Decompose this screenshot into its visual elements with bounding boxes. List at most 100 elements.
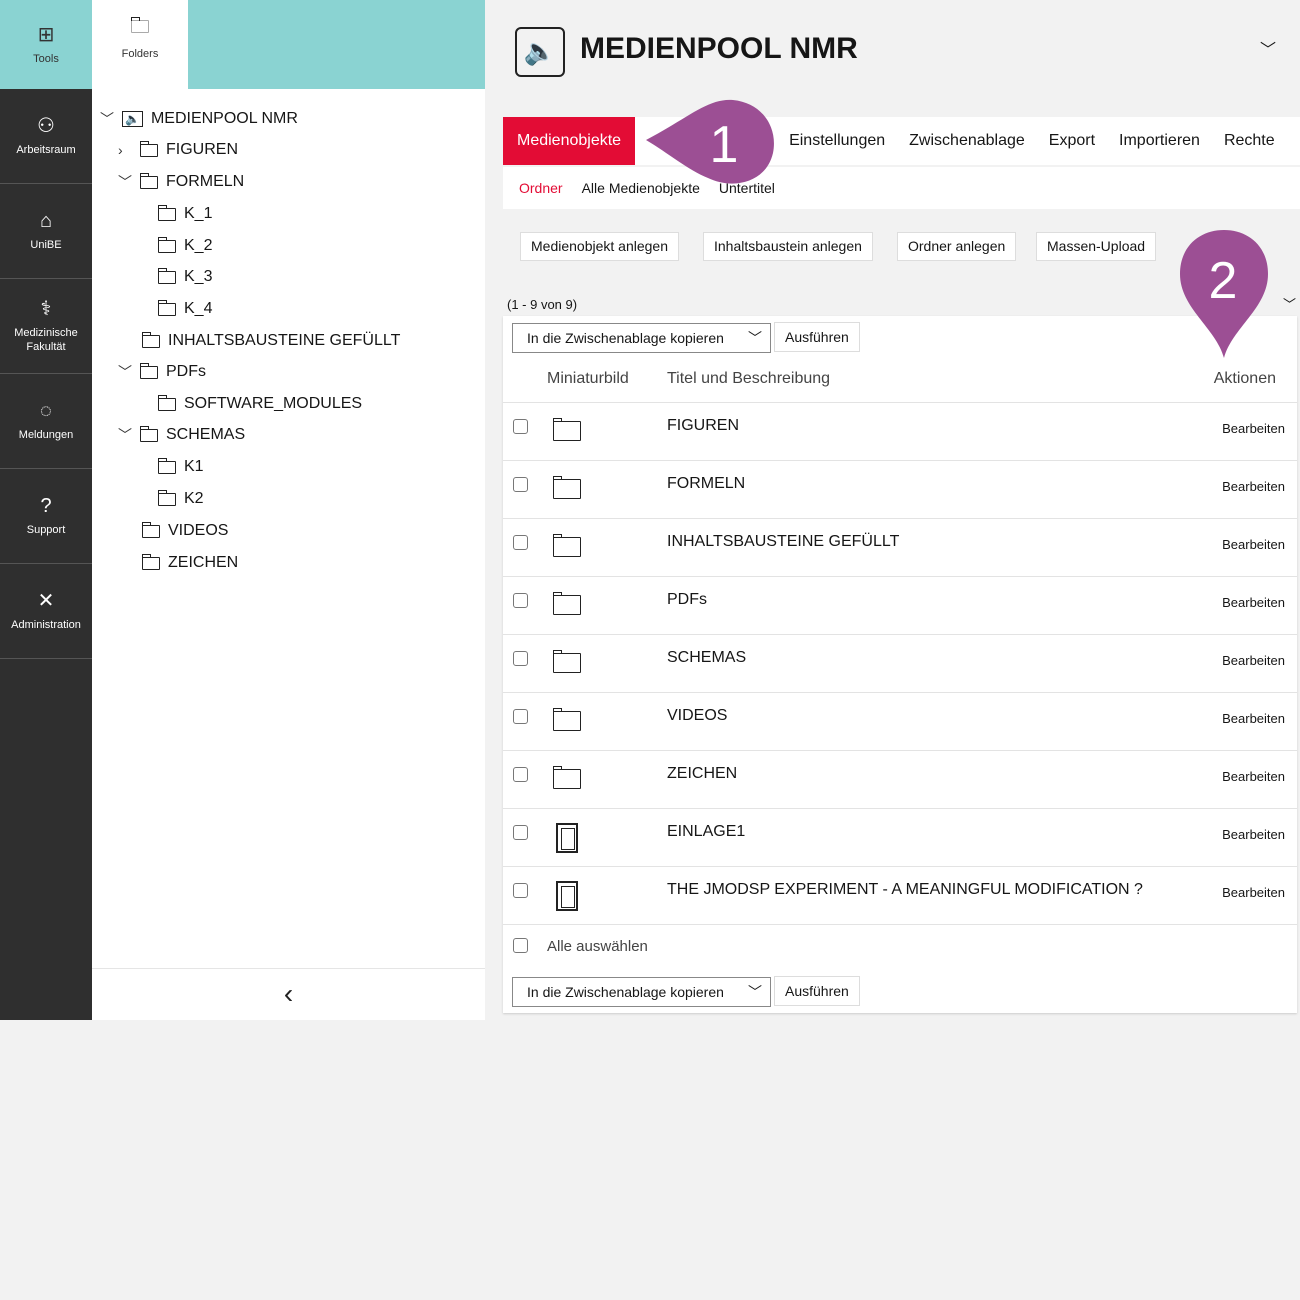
row-title[interactable]: PDFs (667, 591, 707, 608)
sidebar-item-meldungen[interactable]: ◌ Meldungen (0, 374, 92, 469)
select-all-checkbox[interactable] (513, 938, 528, 953)
main-content: 🔈 MEDIENPOOL NMR ﹀ Medienobjekte Einstel… (485, 0, 1300, 1020)
chevron-down-icon[interactable]: ﹀ (100, 111, 114, 127)
tree-node[interactable]: K_4 (157, 297, 212, 321)
tab-folders[interactable]: Folders (92, 0, 188, 89)
chevron-down-icon[interactable]: ﹀ (118, 364, 132, 380)
label: K_1 (184, 205, 213, 222)
document-icon (556, 881, 578, 911)
row-title[interactable]: FIGUREN (667, 417, 739, 434)
collapse-panel-button[interactable]: ‹ (92, 968, 485, 1020)
tab-zwischenablage[interactable]: Zwischenablage (909, 132, 1025, 149)
callout-shape (646, 99, 774, 184)
create-folder-button[interactable]: Ordner anlegen (897, 232, 1017, 261)
folder-icon (139, 172, 158, 189)
folder-icon (552, 476, 581, 499)
row-checkbox[interactable] (513, 593, 528, 608)
folder-icon (157, 394, 176, 411)
bulk-action-select[interactable]: In die Zwischenablage kopieren ﹀ (512, 323, 771, 353)
table-row: EINLAGE1 Bearbeiten (503, 808, 1297, 866)
label: FORMELN (166, 173, 245, 190)
chevron-down-icon[interactable]: ﹀ (1282, 297, 1296, 312)
tree-node[interactable]: K_3 (157, 265, 212, 289)
label: In die Zwischenablage kopieren (527, 984, 724, 1000)
sidebar-item-tools[interactable]: ⊞ Tools (0, 0, 92, 89)
row-title[interactable]: ZEICHEN (667, 765, 738, 782)
run-button[interactable]: Ausführen (774, 322, 860, 352)
chevron-down-icon[interactable]: ﹀ (118, 174, 132, 190)
folder-icon (157, 489, 176, 506)
row-checkbox[interactable] (513, 767, 528, 782)
select-all-label[interactable]: Alle auswählen (547, 938, 648, 955)
edit-link[interactable]: Bearbeiten (1222, 421, 1285, 436)
row-checkbox[interactable] (513, 477, 528, 492)
thumbnail (552, 708, 581, 736)
tree-node[interactable]: ﹀ PDFs (118, 360, 206, 384)
edit-link[interactable]: Bearbeiten (1222, 711, 1285, 726)
tree-node-root[interactable]: ﹀ 🔈 MEDIENPOOL NMR (100, 107, 298, 131)
row-title[interactable]: SCHEMAS (667, 649, 747, 666)
chevron-down-icon[interactable]: ﹀ (1259, 42, 1276, 59)
tab-export[interactable]: Export (1048, 132, 1096, 149)
tree-node[interactable]: SOFTWARE_MODULES (157, 392, 362, 416)
chevron-right-icon[interactable]: › (118, 142, 123, 158)
folder-icon (157, 236, 176, 253)
tree-node[interactable]: K_1 (157, 202, 213, 226)
mass-upload-button[interactable]: Massen-Upload (1036, 232, 1157, 261)
tab-einstellungen[interactable]: Einstellungen (789, 132, 886, 149)
media-table: In die Zwischenablage kopieren ﹀ Ausführe… (503, 316, 1297, 1013)
row-title[interactable]: INHALTSBAUSTEINE GEFÜLLT (667, 533, 900, 550)
row-checkbox[interactable] (513, 883, 528, 898)
subtab-alle[interactable]: Alle Medienobjekte (581, 180, 700, 196)
edit-link[interactable]: Bearbeiten (1222, 595, 1285, 610)
create-content-block-button[interactable]: Inhaltsbaustein anlegen (703, 232, 873, 261)
chevron-down-icon[interactable]: ﹀ (118, 427, 132, 443)
sidebar-item-arbeitsraum[interactable]: ⚇ Arbeitsraum (0, 89, 92, 184)
sidebar-item-administration[interactable]: ✕ Administration (0, 564, 92, 659)
edit-link[interactable]: Bearbeiten (1222, 537, 1285, 552)
row-checkbox[interactable] (513, 709, 528, 724)
row-title[interactable]: FORMELN (667, 475, 746, 492)
sidebar-item-medizin[interactable]: ⚕ Medizinische Fakultät (0, 279, 92, 374)
folder-icon (552, 534, 581, 557)
sidebar-item-support[interactable]: ? Support (0, 469, 92, 564)
tree-node[interactable]: VIDEOS (141, 519, 228, 543)
row-title[interactable]: THE JMODSP EXPERIMENT - A MEANINGFUL MOD… (667, 881, 1143, 898)
row-checkbox[interactable] (513, 825, 528, 840)
tree-node[interactable]: K1 (157, 455, 204, 479)
tab-medienobjekte[interactable]: Medienobjekte (503, 117, 636, 165)
table-row: SCHEMAS Bearbeiten (503, 634, 1297, 692)
edit-link[interactable]: Bearbeiten (1222, 769, 1285, 784)
subtab-untertitel[interactable]: Untertitel (718, 180, 775, 196)
table-row: VIDEOS Bearbeiten (503, 692, 1297, 750)
label: Tools (33, 52, 59, 65)
tab-importieren[interactable]: Importieren (1119, 132, 1200, 149)
tree-node[interactable]: ﹀ SCHEMAS (118, 423, 245, 447)
row-checkbox[interactable] (513, 419, 528, 434)
subtab-ordner[interactable]: Ordner (519, 180, 563, 196)
edit-link[interactable]: Bearbeiten (1222, 479, 1285, 494)
tree-node[interactable]: › FIGUREN (118, 138, 238, 162)
row-title[interactable]: VIDEOS (667, 707, 728, 724)
thumbnail (553, 823, 578, 857)
bulk-action-select-bottom[interactable]: In die Zwischenablage kopieren ﹀ (512, 977, 771, 1007)
row-title[interactable]: EINLAGE1 (667, 823, 746, 840)
tab-rechte[interactable]: Rechte (1223, 132, 1275, 149)
sidebar-item-unibe[interactable]: ⌂ UniBE (0, 184, 92, 279)
tree-node[interactable]: K_2 (157, 234, 212, 258)
row-checkbox[interactable] (513, 651, 528, 666)
folder-icon (157, 457, 176, 474)
tree-node[interactable]: ﹀ FORMELN (118, 170, 244, 194)
tree-node[interactable]: K2 (157, 487, 204, 511)
label: K2 (184, 490, 204, 507)
tree-node[interactable]: ZEICHEN (141, 551, 238, 575)
edit-link[interactable]: Bearbeiten (1222, 827, 1285, 842)
thumbnail (552, 766, 581, 794)
label: Meldungen (18, 429, 74, 441)
create-media-object-button[interactable]: Medienobjekt anlegen (520, 232, 679, 261)
run-button-bottom[interactable]: Ausführen (774, 976, 860, 1006)
edit-link[interactable]: Bearbeiten (1222, 885, 1285, 900)
tree-node[interactable]: INHALTSBAUSTEINE GEFÜLLT (141, 329, 400, 353)
row-checkbox[interactable] (513, 535, 528, 550)
edit-link[interactable]: Bearbeiten (1222, 653, 1285, 668)
